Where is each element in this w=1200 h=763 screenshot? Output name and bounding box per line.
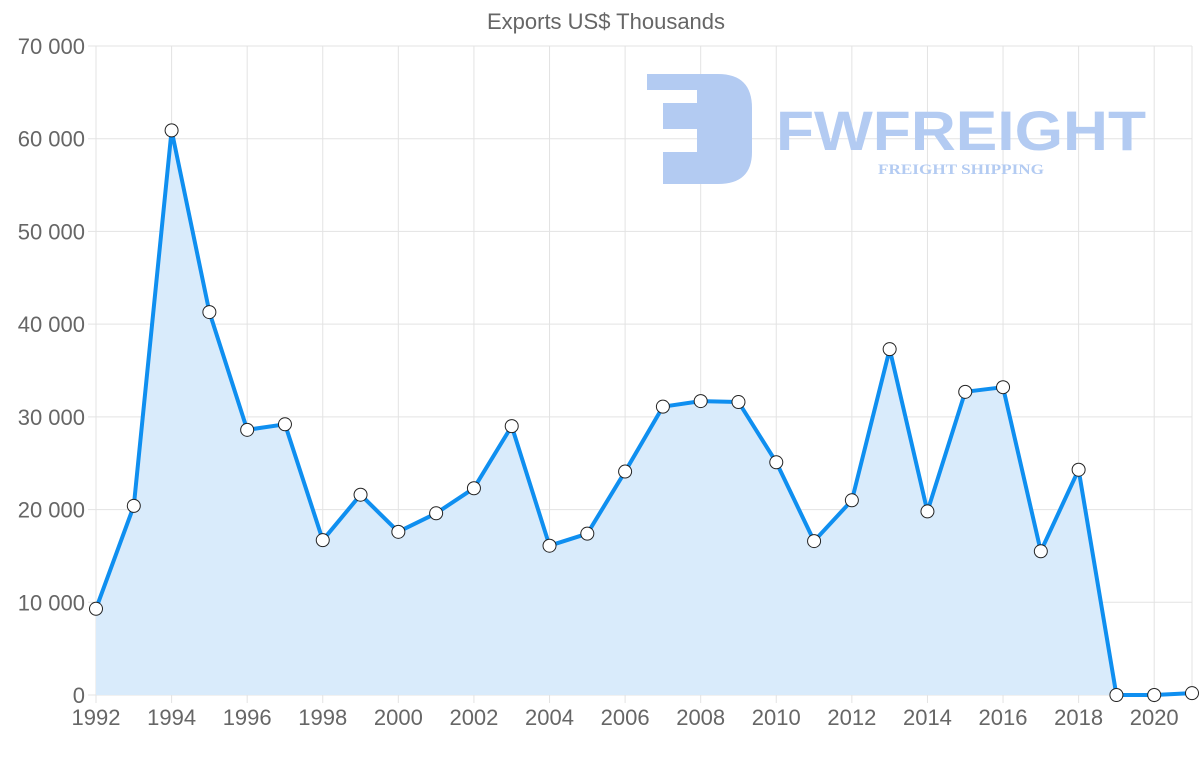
- data-point: [391, 524, 406, 539]
- y-tick-label: 60 000: [18, 127, 85, 152]
- x-tick-label: 2016: [979, 705, 1028, 730]
- series-points: [89, 123, 1199, 702]
- watermark-brand: FWFREIGHT: [776, 99, 1146, 162]
- x-tick-label: 2002: [449, 705, 498, 730]
- x-tick-label: 2018: [1054, 705, 1103, 730]
- x-tick-label: 1992: [72, 705, 121, 730]
- y-tick-label: 30 000: [18, 405, 85, 430]
- data-point: [277, 417, 292, 432]
- data-point: [882, 342, 897, 357]
- x-tick-label: 2006: [601, 705, 650, 730]
- data-point: [542, 538, 557, 553]
- data-point: [1071, 462, 1086, 477]
- y-axis-ticks: 0 10 000 20 000 30 000 40 000 50 000 60 000 70 …: [18, 34, 85, 708]
- x-tick-label: 1994: [147, 705, 196, 730]
- y-tick-label: 70 000: [18, 34, 85, 59]
- series-area: [96, 130, 1192, 695]
- y-tick-label: 50 000: [18, 219, 85, 244]
- data-point: [466, 481, 481, 496]
- data-point: [844, 493, 859, 508]
- y-tick-label: 0: [73, 683, 85, 708]
- data-point: [1109, 688, 1124, 702]
- x-tick-label: 2000: [374, 705, 423, 730]
- data-point: [429, 506, 444, 521]
- data-point: [240, 422, 255, 437]
- data-point: [731, 395, 746, 410]
- series-area-fill: [96, 130, 1192, 695]
- x-tick-label: 2012: [827, 705, 876, 730]
- data-point: [315, 533, 330, 548]
- data-point: [807, 534, 822, 549]
- x-tick-label: 2010: [752, 705, 801, 730]
- data-point: [769, 455, 784, 470]
- data-point: [1147, 688, 1162, 702]
- data-point: [202, 305, 217, 320]
- x-tick-label: 2020: [1130, 705, 1179, 730]
- data-point: [89, 601, 103, 616]
- x-tick-label: 2014: [903, 705, 952, 730]
- data-point: [1033, 544, 1048, 559]
- fwfreight-logo-watermark: FWFREIGHT FREIGHT SHIPPING: [647, 74, 1146, 184]
- data-point: [353, 487, 368, 502]
- data-point: [504, 419, 519, 434]
- x-tick-label: 1996: [223, 705, 272, 730]
- data-point: [1185, 686, 1199, 701]
- data-point: [164, 123, 179, 138]
- x-tick-label: 2008: [676, 705, 725, 730]
- y-tick-label: 20 000: [18, 498, 85, 523]
- data-point: [996, 380, 1011, 395]
- y-tick-label: 10 000: [18, 590, 85, 615]
- watermark-tagline: FREIGHT SHIPPING: [878, 162, 1044, 178]
- data-point: [693, 394, 708, 409]
- x-axis-ticks: 1992 1994 1996 1998 2000 2002 2004 2006 2008 2010…: [72, 705, 1179, 730]
- data-point: [920, 504, 935, 519]
- x-tick-label: 2004: [525, 705, 574, 730]
- y-tick-label: 40 000: [18, 312, 85, 337]
- chart-title: Exports US$ Thousands: [487, 9, 725, 34]
- data-point: [958, 384, 973, 399]
- data-point: [126, 498, 141, 513]
- x-tick-label: 1998: [298, 705, 347, 730]
- data-point: [580, 526, 595, 541]
- data-point: [618, 464, 633, 479]
- data-point: [655, 399, 670, 414]
